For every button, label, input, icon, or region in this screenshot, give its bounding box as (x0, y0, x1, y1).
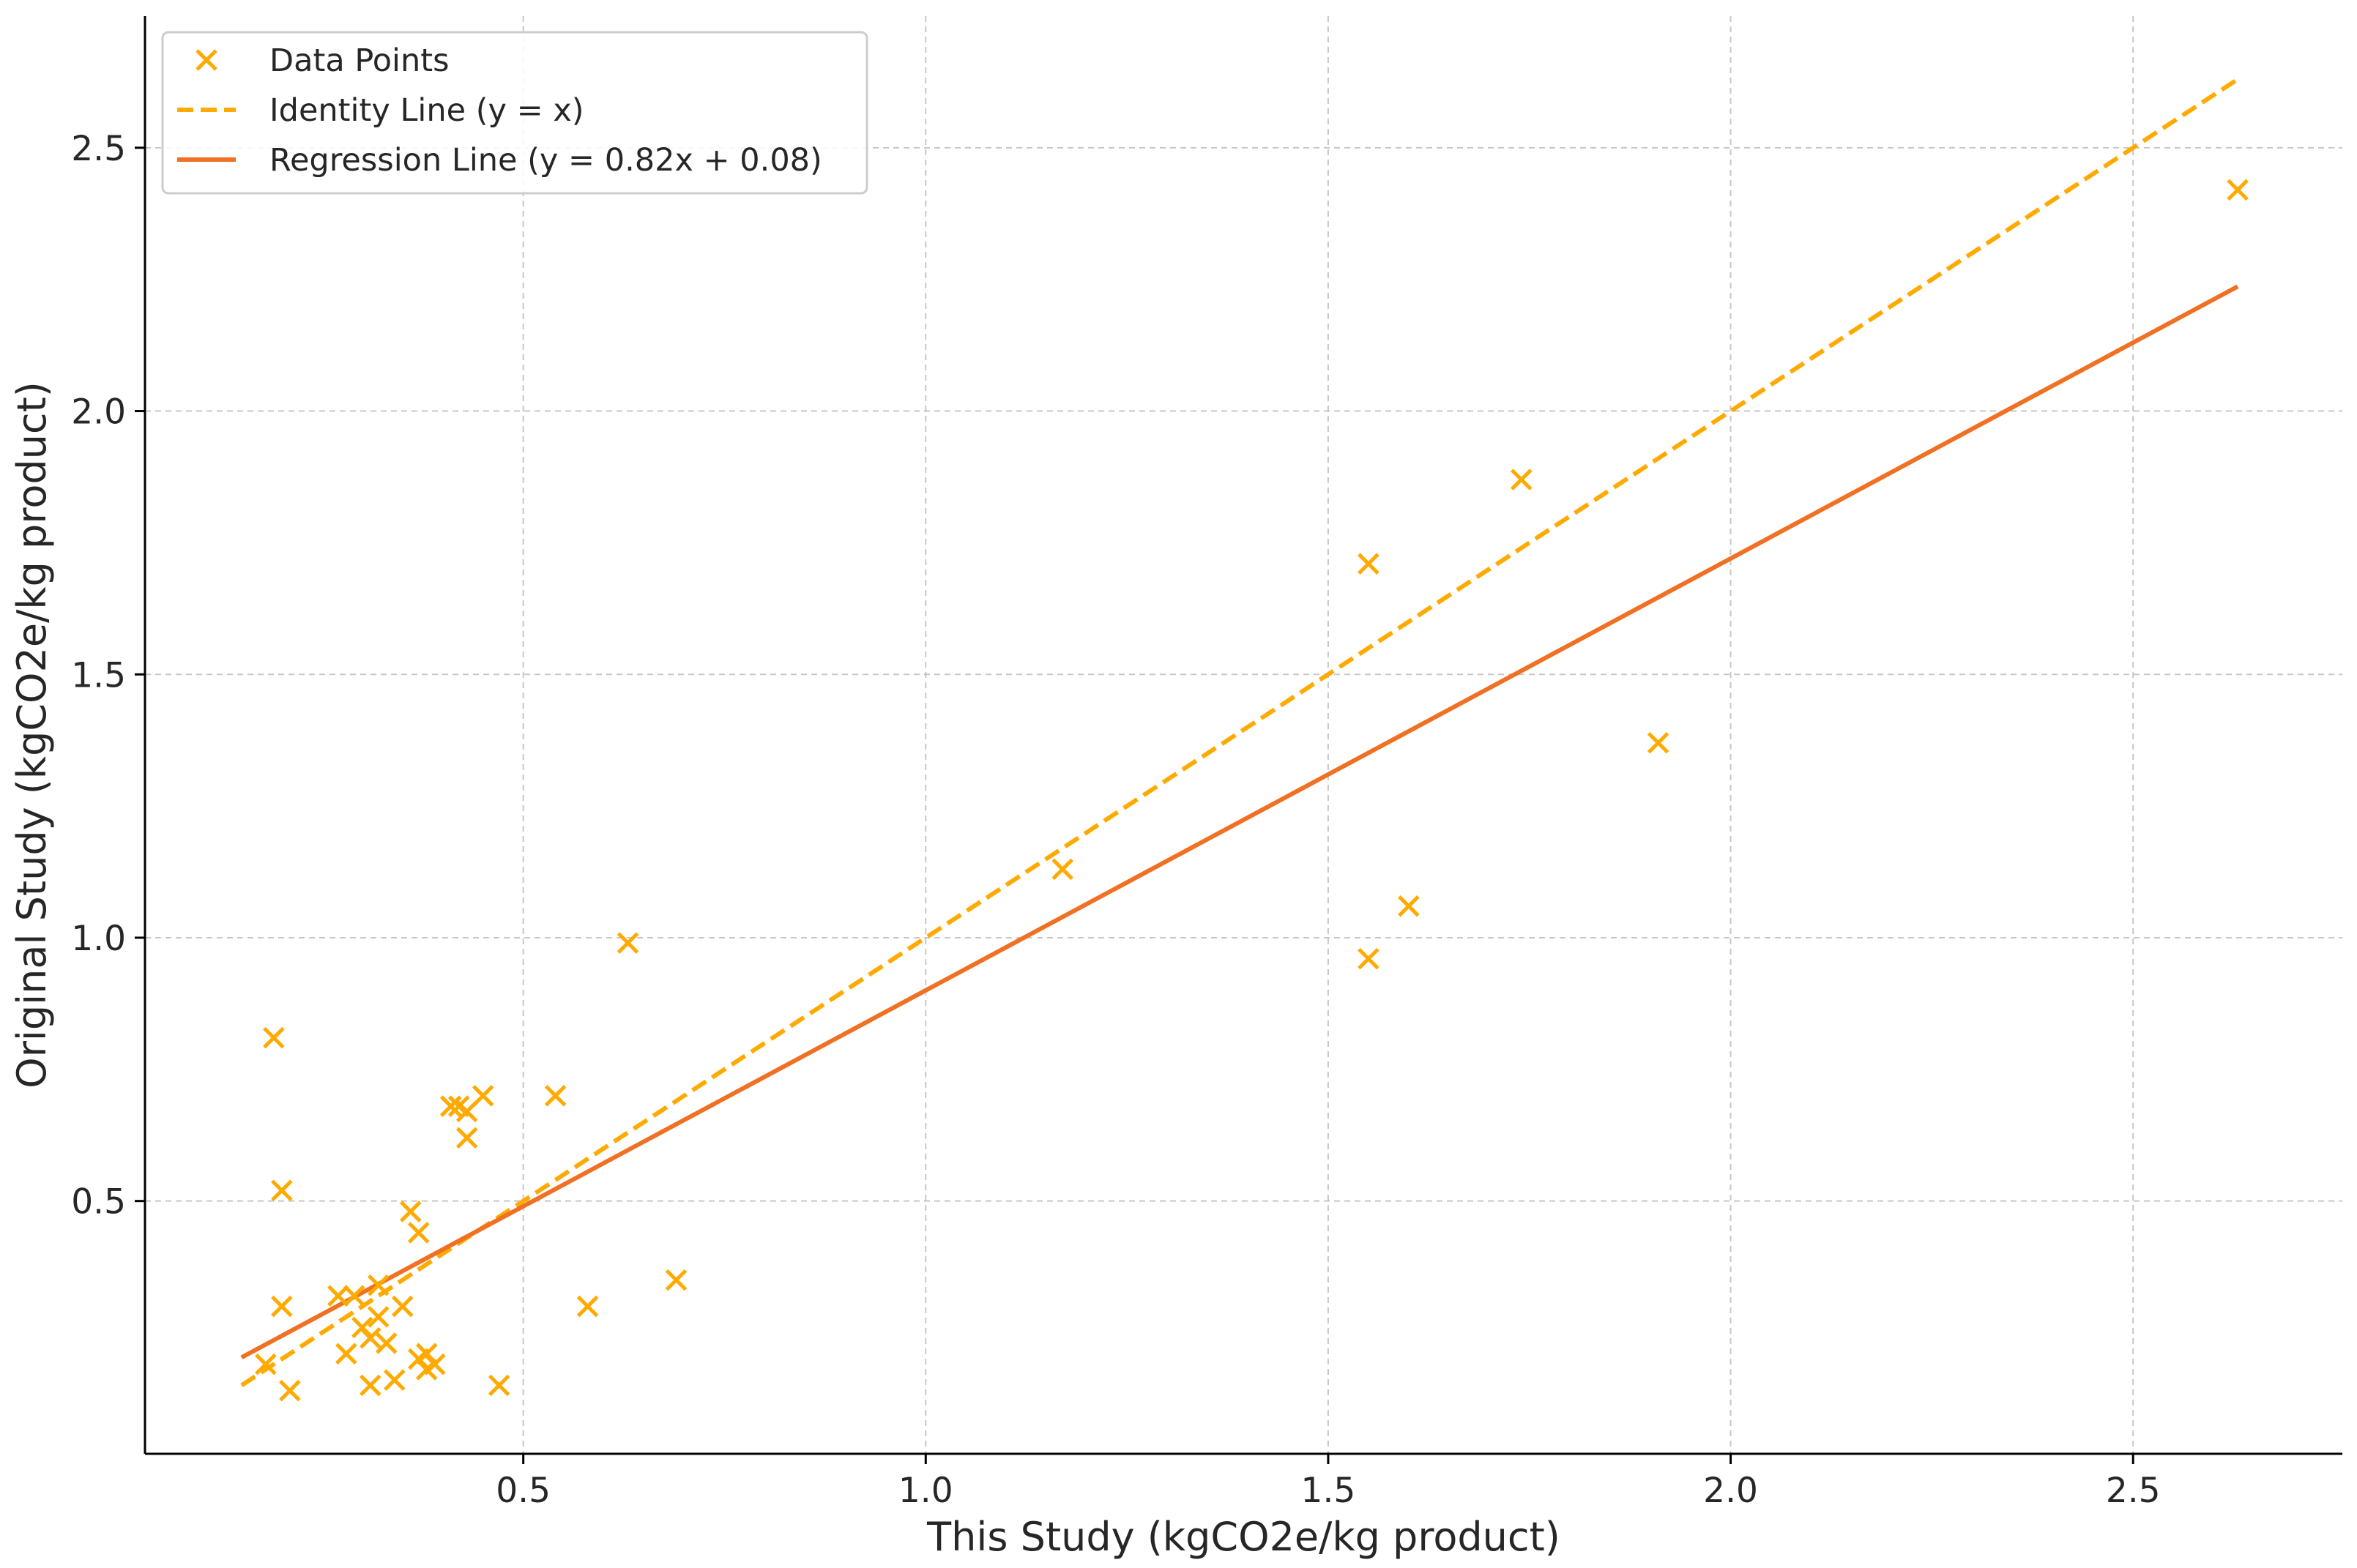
data-point (455, 1100, 478, 1123)
data-point (455, 1127, 478, 1149)
y-tick-label: 1.0 (71, 919, 126, 959)
y-tick-label: 1.5 (71, 655, 126, 695)
data-point (335, 1343, 357, 1365)
identity-line (240, 77, 2239, 1387)
legend: Data Points Identity Line (y = x) Regressi… (161, 31, 868, 195)
y-tick-label: 0.5 (71, 1182, 126, 1222)
axes: 0.5 1.0 1.5 2.0 2.5 0.5 1.0 1.5 2.0 2.5 This Study… (9, 16, 2342, 1560)
x-tick-label: 1.5 (1301, 1471, 1356, 1511)
data-point (617, 932, 639, 954)
legend-marker-data-points (196, 49, 217, 71)
data-point (255, 1353, 277, 1375)
plot-area (240, 77, 2249, 1402)
data-point (1051, 858, 1073, 881)
data-point (2227, 179, 2249, 201)
data-point (360, 1326, 381, 1349)
data-point (391, 1295, 414, 1318)
data-point (360, 1374, 381, 1397)
data-point (544, 1085, 567, 1107)
data-point (343, 1285, 365, 1307)
data-point (1358, 947, 1379, 970)
x-tick-label: 0.5 (496, 1471, 551, 1511)
data-point (327, 1285, 349, 1307)
legend-label: Identity Line (y = x) (269, 92, 584, 129)
data-point (376, 1332, 398, 1354)
data-point (399, 1201, 422, 1222)
x-axis-label: This Study (kgCO2e/kg product) (926, 1514, 1560, 1560)
x-tick-label: 2.5 (2106, 1471, 2161, 1511)
data-point (488, 1374, 510, 1397)
data-point (263, 1026, 285, 1049)
y-tick-label: 2.0 (71, 392, 126, 433)
legend-box (161, 31, 868, 195)
x-tick-label: 2.0 (1703, 1471, 1758, 1511)
data-point (576, 1295, 599, 1318)
data-point (665, 1269, 688, 1291)
x-tick-label: 1.0 (898, 1471, 953, 1511)
data-point (271, 1295, 293, 1318)
data-point (1398, 895, 1420, 917)
data-point (1647, 732, 1669, 754)
data-point (368, 1306, 390, 1328)
data-point (415, 1359, 438, 1381)
legend-label: Data Points (269, 42, 450, 79)
grid (145, 16, 2342, 1454)
y-tick-label: 2.5 (71, 129, 126, 169)
legend-label: Regression Line (y = 0.82x + 0.08) (269, 142, 822, 179)
regression-line (240, 284, 2239, 1359)
data-point (1358, 553, 1379, 575)
data-point (439, 1095, 462, 1117)
data-point (1510, 468, 1533, 490)
data-point (271, 1179, 293, 1202)
y-axis-label: Original Study (kgCO2e/kg product) (9, 381, 55, 1089)
data-point (407, 1222, 430, 1244)
data-point (472, 1085, 494, 1107)
data-point (279, 1379, 301, 1402)
data-point (384, 1369, 406, 1392)
data-point (368, 1274, 390, 1296)
